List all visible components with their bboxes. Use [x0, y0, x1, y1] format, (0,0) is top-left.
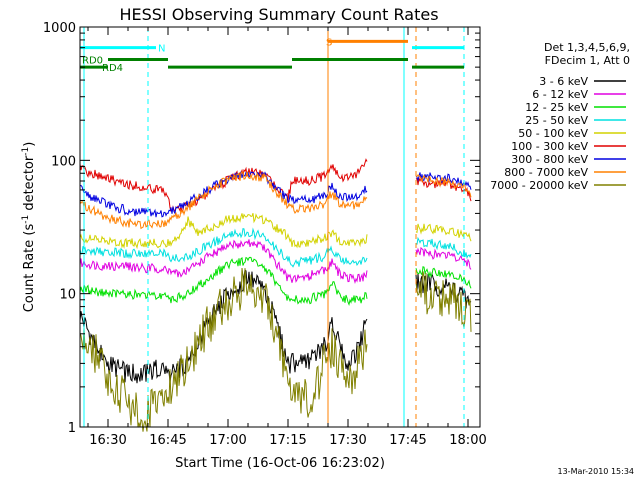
- x-tick-label-3: 17:15: [269, 433, 306, 448]
- chart-title: HESSI Observing Summary Count Rates: [119, 5, 438, 24]
- series-1: [79, 239, 472, 285]
- y-tick-label-2: 100: [51, 154, 76, 169]
- y-label-part-2: detector: [22, 155, 37, 215]
- y-label-superscript-1: -1: [21, 215, 31, 224]
- y-tick-label-3: 1000: [43, 21, 76, 36]
- series-4: [79, 213, 472, 250]
- legend-label-3: 25 - 50 keV: [525, 114, 588, 127]
- legend-label-2: 12 - 25 keV: [525, 101, 588, 114]
- legend-label-1: 6 - 12 keV: [532, 88, 588, 101]
- x-axis-label: Start Time (16-Oct-06 16:23:02): [175, 456, 385, 471]
- series-6: [79, 171, 472, 218]
- y-tick-label-1: 10: [59, 288, 76, 303]
- legend-header-line-1: Det 1,3,4,5,6,9,: [544, 41, 630, 54]
- x-tick-label-6: 18:00: [449, 433, 486, 448]
- series-3: [79, 227, 472, 268]
- timestamp: 13-Mar-2010 15:34: [558, 467, 635, 476]
- series-line-3: [79, 227, 472, 268]
- series-line-1: [79, 239, 472, 285]
- legend-label-5: 100 - 300 keV: [511, 140, 588, 153]
- y-label-part-1: Count Rate (s: [22, 224, 37, 313]
- plot-frame: [79, 26, 481, 428]
- y-label-superscript-2: -1: [21, 147, 31, 156]
- y-label-part-3: ): [22, 142, 37, 147]
- series-line-8: [79, 267, 472, 432]
- y-axis-label: Count Rate (s-1 detector-1): [21, 142, 37, 313]
- flag-label-7: S: [326, 37, 332, 48]
- x-tick-label-4: 17:30: [329, 433, 366, 448]
- series-7: [79, 171, 472, 230]
- y-axis: 1 10 100 1000: [43, 21, 480, 436]
- series-8: [79, 267, 472, 432]
- flag-label-2: RD0: [82, 56, 103, 67]
- x-tick-label-1: 16:45: [149, 433, 186, 448]
- legend: Det 1,3,4,5,6,9, FDecim 1, Att 0 3 - 6 k…: [490, 41, 630, 192]
- x-tick-label-2: 17:00: [209, 433, 246, 448]
- x-tick-label-5: 17:45: [389, 433, 426, 448]
- flag-label-0: N: [158, 44, 165, 55]
- x-tick-label-0: 16:30: [89, 433, 126, 448]
- y-tick-label-0: 1: [68, 421, 76, 436]
- legend-label-8: 7000 - 20000 keV: [490, 179, 588, 192]
- legend-label-4: 50 - 100 keV: [518, 127, 588, 140]
- series-line-6: [79, 171, 472, 218]
- series-2: [79, 256, 472, 306]
- x-axis: 16:30 16:45 17:00 17:15 17:30 17:45 18:00: [87, 27, 487, 448]
- legend-label-0: 3 - 6 keV: [539, 75, 588, 88]
- series-line-2: [79, 256, 472, 306]
- series-line-7: [79, 171, 472, 230]
- legend-label-6: 300 - 800 keV: [511, 153, 588, 166]
- legend-header-line-2: FDecim 1, Att 0: [545, 54, 630, 67]
- series-line-4: [79, 213, 472, 250]
- flag-label-4: RD4: [102, 63, 123, 74]
- legend-label-7: 800 - 7000 keV: [504, 166, 588, 179]
